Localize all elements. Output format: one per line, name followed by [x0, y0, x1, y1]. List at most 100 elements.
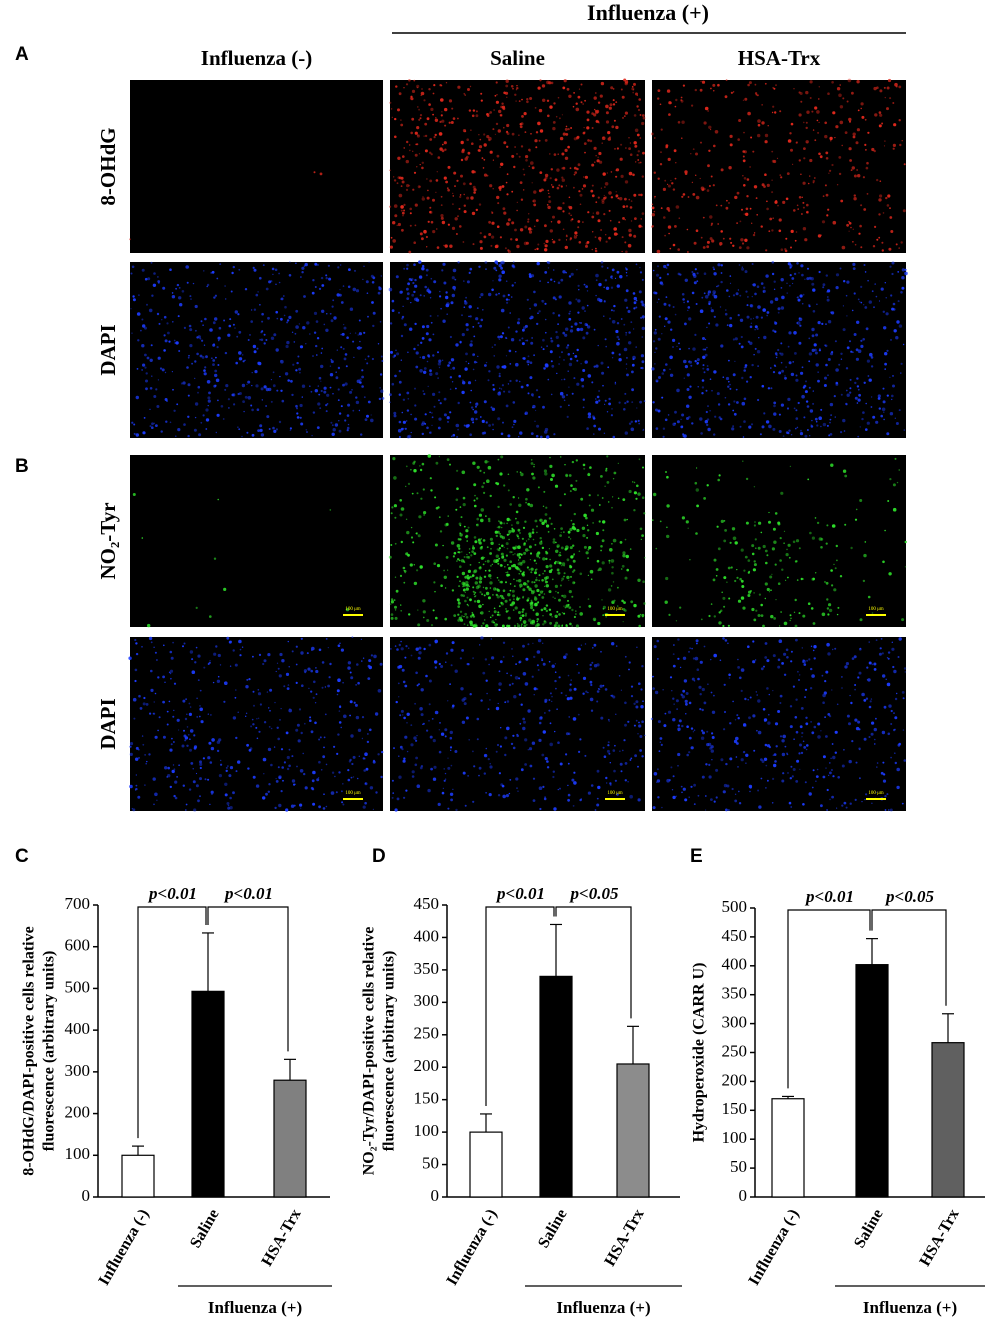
cell [754, 92, 758, 95]
cell [627, 720, 630, 723]
cell [447, 766, 451, 770]
cell [199, 354, 203, 358]
cell [323, 386, 327, 390]
cell [672, 338, 676, 342]
cell [380, 275, 382, 277]
cell [511, 524, 513, 526]
cell [615, 195, 618, 198]
cell [491, 346, 494, 349]
cell [559, 551, 561, 554]
cell [342, 681, 344, 684]
cell [569, 527, 573, 532]
cell [516, 87, 519, 90]
cell [255, 726, 258, 729]
cell [666, 273, 670, 276]
cell [456, 435, 459, 438]
cell [668, 305, 671, 307]
cell [429, 210, 432, 214]
cell [555, 549, 559, 553]
cell [403, 581, 406, 584]
cell [398, 393, 401, 396]
cell [278, 420, 282, 424]
cell [320, 389, 323, 393]
cell [400, 359, 402, 361]
cell [570, 555, 574, 559]
cell [455, 343, 459, 347]
cell [535, 577, 538, 579]
cell [753, 560, 756, 563]
cell [517, 790, 519, 792]
cell [529, 376, 533, 380]
cell [438, 366, 441, 369]
cell [806, 277, 810, 281]
cell [664, 418, 668, 422]
cell [761, 384, 765, 388]
cell [827, 289, 831, 293]
cell [214, 369, 218, 373]
cell [587, 574, 590, 576]
cell [605, 467, 608, 470]
cell [886, 86, 890, 90]
cell [606, 481, 610, 484]
cell [169, 421, 172, 424]
cell [793, 611, 796, 613]
cell [565, 327, 569, 331]
cell [687, 251, 689, 253]
cell [319, 736, 322, 739]
cell [801, 273, 804, 277]
cell [510, 296, 513, 298]
cell [551, 664, 555, 668]
cell [193, 808, 197, 812]
cell [432, 333, 435, 336]
cell [406, 297, 410, 300]
cell [390, 236, 393, 239]
cell [219, 263, 222, 265]
cell [468, 315, 470, 318]
cell [637, 159, 640, 161]
cell [688, 395, 692, 399]
cell [884, 362, 887, 366]
cell [410, 536, 414, 539]
cell [519, 619, 522, 622]
cell [238, 392, 242, 395]
cell [473, 569, 478, 573]
cell [726, 199, 728, 202]
cell [585, 323, 589, 327]
cell [321, 661, 325, 664]
cell [767, 387, 771, 390]
cell [591, 381, 594, 384]
cell [588, 504, 591, 507]
cell [576, 135, 580, 139]
cell [886, 204, 890, 207]
cell [834, 137, 836, 139]
cell [535, 389, 539, 392]
cell [665, 576, 669, 581]
cell [410, 302, 412, 304]
cell [533, 655, 536, 659]
cell [865, 327, 869, 331]
cell [294, 783, 297, 785]
cell [534, 420, 536, 422]
cell [624, 723, 627, 727]
cell [504, 91, 509, 95]
cell [531, 675, 534, 678]
cell [838, 363, 841, 366]
cell [714, 415, 717, 418]
cell [491, 221, 495, 225]
cell [653, 331, 657, 335]
cell [825, 193, 829, 197]
cell [614, 381, 617, 384]
cell [549, 350, 553, 354]
cell [633, 307, 636, 310]
cell [542, 505, 545, 507]
cell [257, 291, 259, 293]
cell [894, 82, 898, 87]
cell [669, 373, 674, 377]
cell [458, 207, 461, 210]
cell [638, 721, 640, 724]
cell [187, 356, 190, 359]
cell [617, 605, 619, 607]
cell [707, 164, 710, 168]
cell [865, 149, 867, 151]
cell [284, 372, 289, 376]
